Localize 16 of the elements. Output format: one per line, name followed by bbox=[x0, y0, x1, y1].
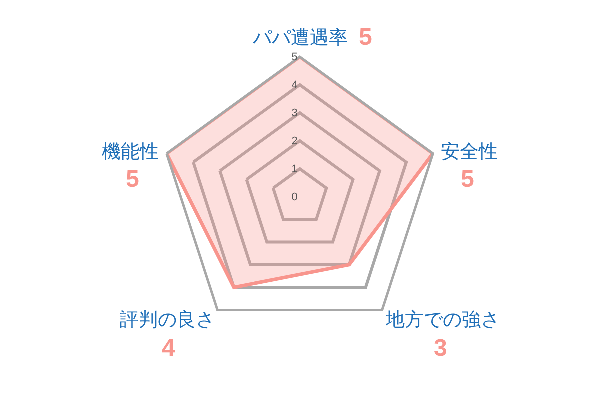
text: 5 bbox=[359, 24, 372, 51]
spoke-label: 地方での強さ bbox=[385, 309, 500, 331]
spoke-label: パパ遭遇率 bbox=[252, 27, 348, 49]
y-tick-label: 4 bbox=[292, 80, 298, 92]
text: 5 bbox=[126, 166, 140, 193]
text: 4 bbox=[162, 335, 176, 362]
spoke-label: 評判の良さ bbox=[120, 309, 215, 331]
y-tick-label: 5 bbox=[292, 52, 298, 64]
y-tick-label: 2 bbox=[292, 136, 298, 148]
y-tick-label: 3 bbox=[292, 108, 298, 120]
spoke-label: 機能性 bbox=[102, 141, 159, 163]
spoke-label: 安全性 bbox=[441, 141, 498, 163]
y-tick-label: 0 bbox=[292, 192, 298, 204]
text: 3 bbox=[434, 335, 448, 362]
y-tick-label: 1 bbox=[292, 164, 298, 176]
text: 5 bbox=[461, 166, 474, 193]
